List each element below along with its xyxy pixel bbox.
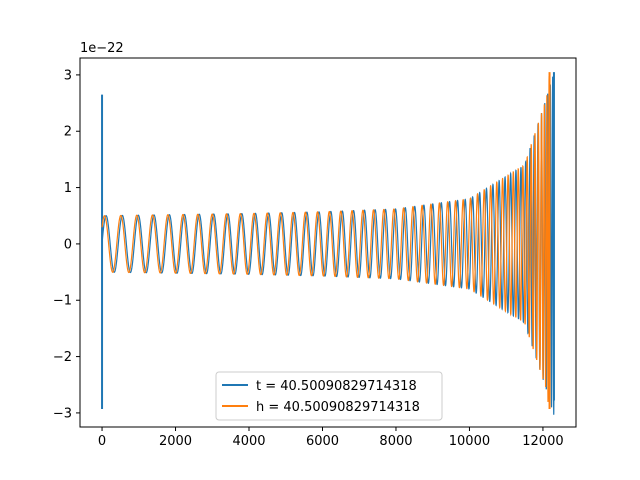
series-layer [101,72,555,415]
legend: t = 40.50090829714318 h = 40.50090829714… [215,371,443,421]
x-tick-label: 8000 [379,434,412,449]
plot-frame [79,57,577,428]
x-tick-label: 12000 [522,434,563,449]
y-tick-label: 1 [64,181,72,196]
y-tick-label: −3 [53,406,72,421]
x-tick-label: 6000 [306,434,339,449]
y-tick-label: 0 [64,237,72,252]
y-axis-offset-text: 1e−22 [80,41,124,56]
y-tick-label: 2 [64,125,72,140]
y-tick-label: 3 [64,68,72,83]
legend-box [215,371,443,421]
y-tick-label: −2 [53,350,72,365]
y-axis: −3 −2 −1 0 1 2 3 [53,68,80,421]
x-axis: 0 2000 4000 6000 8000 10000 12000 [98,427,564,449]
y-tick-label: −1 [53,294,72,309]
x-tick-label: 0 [98,434,106,449]
x-tick-label: 4000 [232,434,265,449]
x-tick-label: 10000 [449,434,490,449]
series-line-1 [101,75,551,402]
legend-label-h: h = 40.50090829714318 [256,400,420,415]
x-tick-label: 2000 [159,434,192,449]
legend-label-t: t = 40.50090829714318 [256,379,417,394]
